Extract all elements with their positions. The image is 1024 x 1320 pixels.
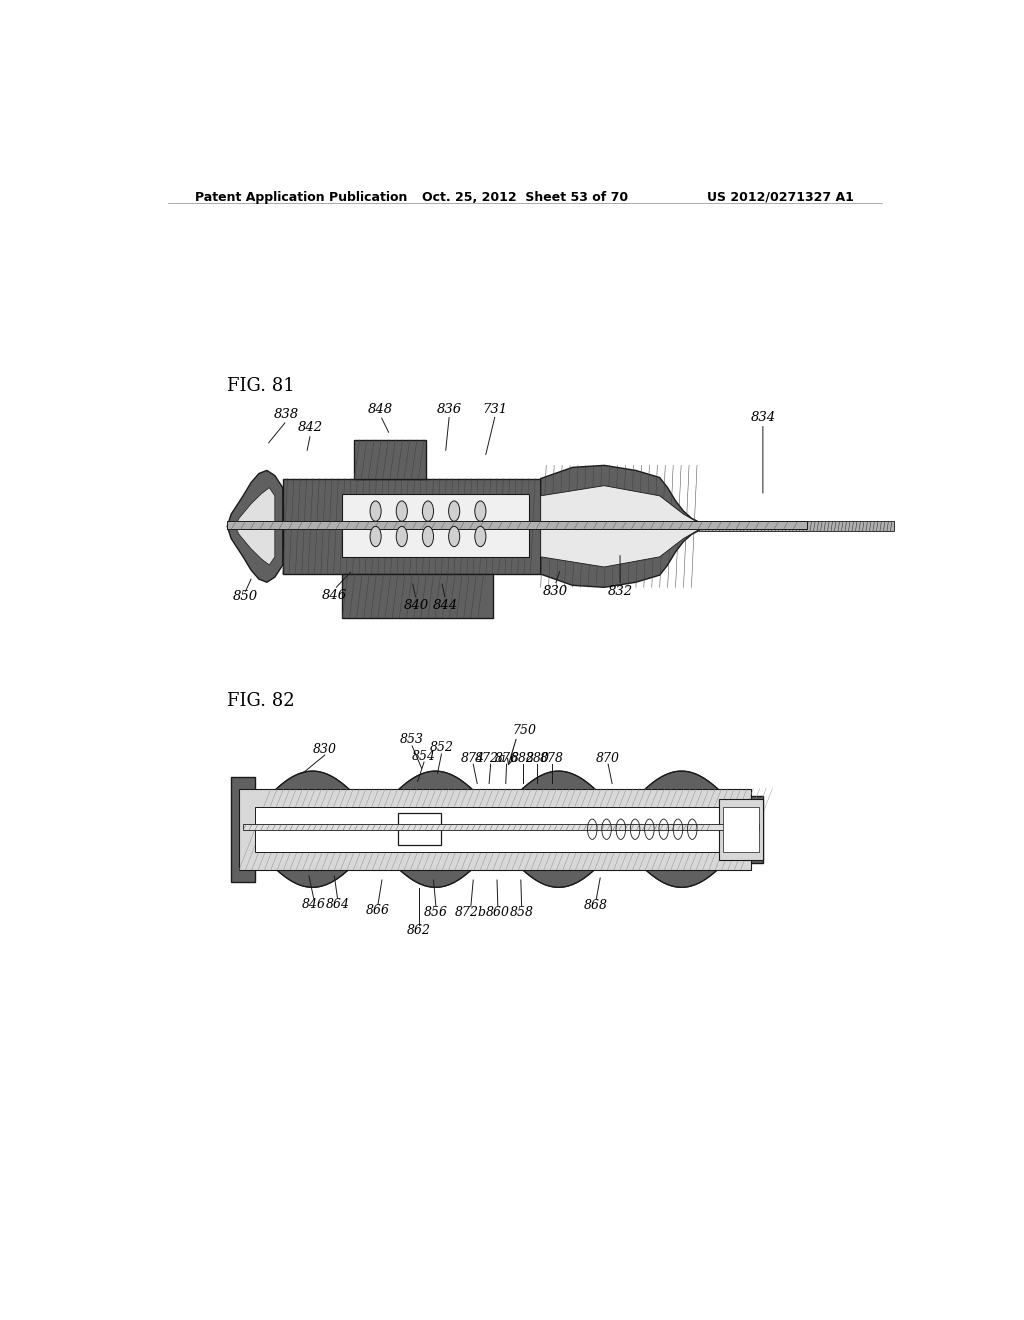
Polygon shape [342, 574, 494, 618]
Bar [227, 521, 807, 529]
Text: 842: 842 [298, 421, 324, 434]
Ellipse shape [449, 500, 460, 521]
Text: 882: 882 [511, 751, 536, 764]
Bar [231, 777, 255, 882]
Bar [342, 494, 528, 557]
Text: 876: 876 [495, 751, 518, 764]
Ellipse shape [475, 500, 486, 521]
Text: 840: 840 [403, 599, 429, 612]
Text: 870: 870 [596, 751, 621, 764]
Text: 860: 860 [485, 906, 510, 919]
Ellipse shape [370, 527, 381, 546]
Text: 834: 834 [751, 411, 775, 424]
Text: 868: 868 [585, 899, 608, 912]
Text: 854: 854 [412, 750, 436, 763]
Polygon shape [283, 479, 541, 574]
Bar [397, 813, 441, 846]
Text: Oct. 25, 2012  Sheet 53 of 70: Oct. 25, 2012 Sheet 53 of 70 [422, 191, 628, 203]
Text: 838: 838 [274, 408, 299, 421]
Text: 866: 866 [366, 904, 390, 917]
Bar [719, 799, 763, 859]
Polygon shape [236, 487, 274, 565]
Text: 856: 856 [424, 906, 447, 919]
Polygon shape [251, 771, 743, 834]
Ellipse shape [396, 500, 408, 521]
Bar [743, 796, 763, 863]
Text: 864: 864 [326, 898, 349, 911]
Ellipse shape [449, 527, 460, 546]
Text: US 2012/0271327 A1: US 2012/0271327 A1 [708, 191, 854, 203]
Text: 878: 878 [540, 751, 564, 764]
Ellipse shape [370, 500, 381, 521]
Text: 874: 874 [461, 751, 485, 764]
Text: 872b: 872b [455, 906, 486, 919]
Text: 731: 731 [483, 403, 508, 416]
Text: 830: 830 [312, 743, 337, 756]
Bar [240, 788, 751, 870]
Bar [255, 807, 723, 851]
Bar [723, 807, 759, 851]
Polygon shape [541, 486, 699, 568]
Text: 852: 852 [429, 742, 454, 755]
Ellipse shape [475, 527, 486, 546]
Text: FIG. 82: FIG. 82 [227, 692, 295, 710]
Ellipse shape [423, 500, 433, 521]
Polygon shape [251, 824, 743, 887]
Text: 850: 850 [232, 590, 258, 603]
Text: 872a: 872a [475, 751, 507, 764]
Bar [699, 521, 894, 532]
Text: 862: 862 [408, 924, 431, 937]
Polygon shape [354, 440, 426, 479]
Text: 844: 844 [433, 599, 458, 612]
Ellipse shape [396, 527, 408, 546]
Text: 846: 846 [302, 898, 326, 911]
Polygon shape [227, 470, 283, 582]
Text: 848: 848 [368, 403, 393, 416]
Text: 853: 853 [400, 734, 424, 746]
Bar [243, 824, 759, 830]
Text: 836: 836 [437, 403, 462, 416]
Text: FIG. 81: FIG. 81 [227, 378, 295, 395]
Text: 830: 830 [543, 585, 567, 598]
Text: Patent Application Publication: Patent Application Publication [196, 191, 408, 203]
Ellipse shape [423, 527, 433, 546]
Text: 846: 846 [322, 589, 347, 602]
Polygon shape [541, 466, 699, 587]
Text: 858: 858 [510, 906, 534, 919]
Text: 832: 832 [607, 585, 633, 598]
Text: 880: 880 [525, 751, 550, 764]
Text: 750: 750 [513, 725, 537, 737]
